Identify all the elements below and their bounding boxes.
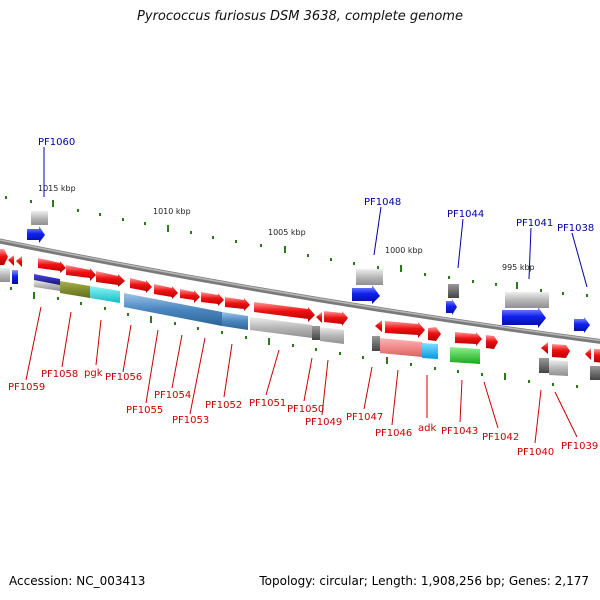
gene-label-pf1055[interactable]: PF1055 bbox=[126, 405, 163, 416]
gene-labels-above: PF1060 PF1048 PF1044 PF1041 PF1038 bbox=[38, 137, 594, 234]
gene-label-pf1060[interactable]: PF1060 bbox=[38, 137, 75, 148]
gene-label-pf1054[interactable]: PF1054 bbox=[154, 390, 191, 401]
gene-label-pf1043[interactable]: PF1043 bbox=[441, 426, 478, 437]
genome-title: Pyrococcus furiosus DSM 3638, complete g… bbox=[137, 9, 463, 24]
gene-label-pf1053[interactable]: PF1053 bbox=[172, 415, 209, 426]
inner-genes bbox=[0, 268, 600, 380]
gene-feature bbox=[31, 211, 48, 225]
gene-feature bbox=[448, 284, 459, 298]
gene-label-pf1038[interactable]: PF1038 bbox=[557, 223, 594, 234]
gene-label-pf1042[interactable]: PF1042 bbox=[482, 432, 519, 443]
scale-labels: 1015 kbp 1010 kbp 1005 kbp 1000 kbp 995 … bbox=[38, 184, 535, 272]
gene-label-pf1047[interactable]: PF1047 bbox=[346, 412, 383, 423]
gene-arrow-pf1044 bbox=[446, 299, 457, 315]
gene-label-pf1041[interactable]: PF1041 bbox=[516, 218, 553, 229]
inner-scale-ring bbox=[10, 287, 578, 388]
gene-label-pf1051[interactable]: PF1051 bbox=[249, 398, 286, 409]
gene-label-pf1040[interactable]: PF1040 bbox=[517, 447, 554, 458]
gene-feature bbox=[505, 292, 549, 308]
gene-label-pf1059[interactable]: PF1059 bbox=[8, 382, 45, 393]
gene-labels-below: PF1059 PF1058 pgk PF1056 PF1055 PF1054 P… bbox=[8, 368, 598, 458]
forward-genes bbox=[0, 249, 600, 363]
gene-label-pf1050[interactable]: PF1050 bbox=[287, 404, 324, 415]
scale-label: 995 kbp bbox=[502, 263, 535, 272]
leader-lines bbox=[25, 147, 588, 444]
topology-label: Topology: circular; Length: 1,908,256 bp… bbox=[259, 574, 589, 588]
scale-label: 1015 kbp bbox=[38, 184, 76, 193]
gene-label-pf1058[interactable]: PF1058 bbox=[41, 369, 78, 380]
gene-feature bbox=[356, 269, 383, 285]
gene-arrow-pf1041 bbox=[502, 307, 546, 328]
scale-label: 1005 kbp bbox=[268, 228, 306, 237]
gene-label-pf1044[interactable]: PF1044 bbox=[447, 209, 484, 220]
gene-label-pf1046[interactable]: PF1046 bbox=[375, 428, 412, 439]
gene-label-adk[interactable]: adk bbox=[418, 423, 436, 434]
accession-label: Accession: NC_003413 bbox=[9, 574, 146, 588]
gene-label-pf1048[interactable]: PF1048 bbox=[364, 197, 401, 208]
scale-label: 1000 kbp bbox=[385, 246, 423, 255]
scale-ring bbox=[5, 196, 588, 297]
gene-label-pf1049[interactable]: PF1049 bbox=[305, 417, 342, 428]
gene-label-pf1039[interactable]: PF1039 bbox=[561, 441, 598, 452]
gene-label-pf1052[interactable]: PF1052 bbox=[205, 400, 242, 411]
gene-arrow-pf1038 bbox=[574, 317, 590, 333]
genome-backbone bbox=[0, 238, 600, 344]
scale-label: 1010 kbp bbox=[153, 207, 191, 216]
outer-genes bbox=[27, 211, 590, 333]
gene-label-pgk[interactable]: pgk bbox=[84, 368, 103, 379]
gene-label-pf1056[interactable]: PF1056 bbox=[105, 372, 142, 383]
gene-arrow-pf1048 bbox=[352, 285, 380, 304]
gene-arrow-pf1060 bbox=[27, 226, 45, 243]
